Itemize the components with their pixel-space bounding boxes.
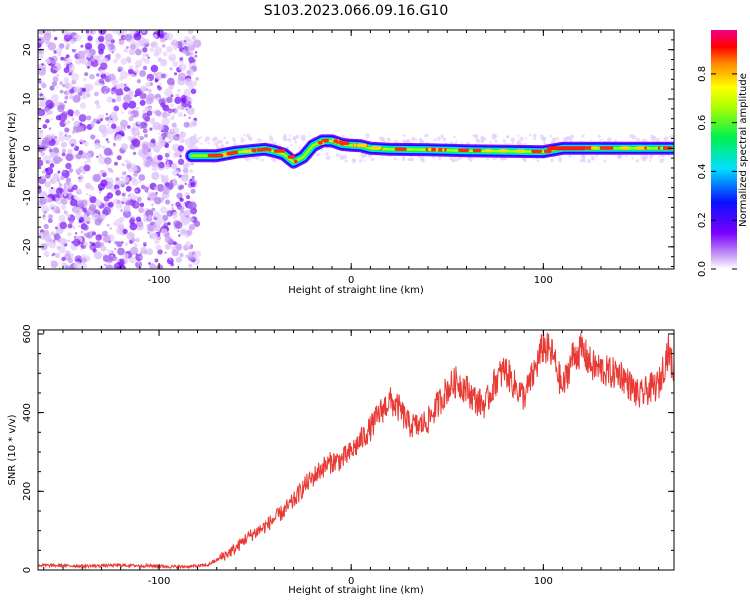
chart-title: S103.2023.066.09.16.G10: [264, 3, 449, 19]
x-tick-label: -100: [148, 275, 171, 286]
signal-track: [185, 134, 674, 169]
snr-axes: -100 0 100 0 200 400 600: [22, 324, 674, 587]
colorbar-tick-label: 0.0: [697, 261, 708, 277]
y-tick-label: 200: [22, 482, 33, 501]
snr-line: [38, 332, 674, 570]
y-tick-label: -20: [22, 239, 33, 255]
x-tick-label: 100: [534, 275, 553, 286]
colorbar-tick-label: 0.8: [697, 66, 708, 82]
y-tick-label: 0: [22, 145, 33, 151]
colorbar-tick-label: 0.4: [697, 163, 708, 179]
colorbar-axes: 0.0 0.2 0.4 0.6 0.8: [697, 66, 737, 277]
snr-panel: -100 0 100 0 200 400 600 Height of straight li…: [7, 324, 675, 596]
spectrogram-frame: [37, 29, 675, 270]
snr-xlabel: Height of straight line (km): [288, 585, 424, 596]
y-tick-label: 400: [22, 403, 33, 422]
colorbar-gradient: [711, 30, 737, 269]
y-tick-label: 10: [22, 93, 33, 106]
spectrogram-ylabel: Frequency (Hz): [7, 112, 18, 188]
x-tick-label: 0: [348, 576, 354, 587]
noise-speckle: [38, 30, 202, 269]
colorbar-tick-label: 0.2: [697, 212, 708, 228]
x-tick-label: -100: [148, 576, 171, 587]
colorbar-label: Normalized spectral amplitude: [738, 73, 749, 227]
snr-frame: [37, 329, 675, 571]
colorbar: 0.0 0.2 0.4 0.6 0.8 Normalized spectral ampl…: [697, 30, 749, 277]
spectrogram-xlabel: Height of straight line (km): [288, 285, 424, 296]
snr-plot-area: [38, 332, 674, 570]
signal-track-peaks: [207, 138, 672, 164]
colorbar-tick-label: 0.6: [697, 115, 708, 131]
spectrogram-plot-area: [38, 30, 674, 269]
x-tick-label: 100: [534, 576, 553, 587]
snr-ylabel: SNR (10 * v/v): [7, 414, 18, 485]
y-tick-label: -10: [22, 189, 33, 205]
y-tick-label: 20: [22, 43, 33, 56]
y-tick-label: 0: [22, 567, 33, 573]
y-tick-label: 600: [22, 324, 33, 343]
x-tick-label: 0: [348, 275, 354, 286]
